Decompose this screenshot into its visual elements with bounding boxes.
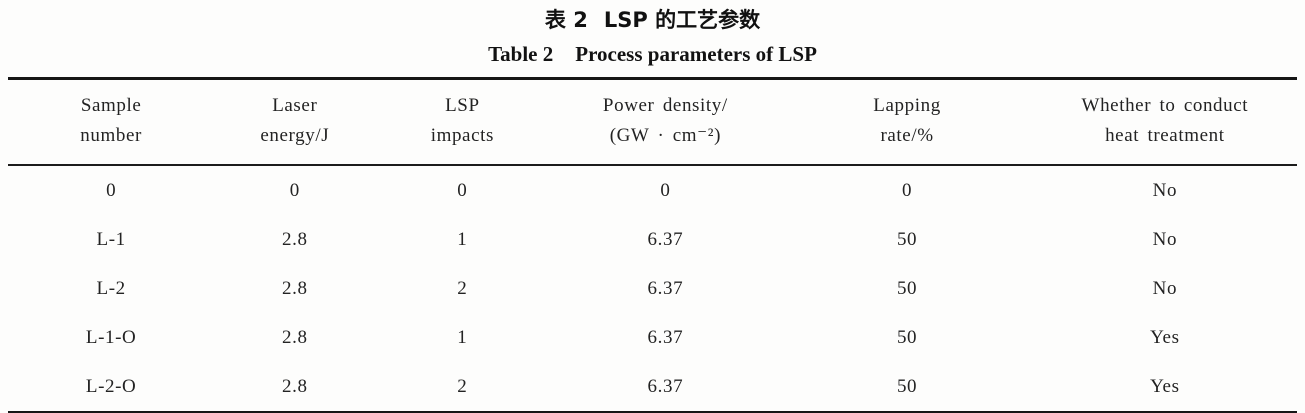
- cell-laser-energy: 2.8: [282, 228, 308, 250]
- process-parameters-table: Sample number Laser energy/J LSP impacts…: [8, 77, 1297, 413]
- cell-lapping-rate: 50: [896, 326, 918, 348]
- cell-lsp-impacts: 2: [457, 375, 468, 397]
- cell-lsp-impacts: 2: [457, 277, 468, 299]
- cell-laser-energy: 2.8: [282, 277, 308, 299]
- header-line-1: Whether to conduct: [1081, 95, 1249, 116]
- cell-power-density: 6.37: [647, 228, 684, 250]
- header-line-1: Power density/: [602, 95, 728, 116]
- cell-lapping-rate: 50: [896, 375, 918, 397]
- header-laser-energy: Laser energy/J: [214, 79, 375, 166]
- cell-laser-energy: 0: [289, 179, 300, 201]
- header-line-2: energy/J: [260, 125, 330, 146]
- cell-power-density: 6.37: [647, 375, 684, 397]
- cell-lsp-impacts: 0: [457, 179, 468, 201]
- table-title-zh: 表 2 LSP 的工艺参数: [0, 0, 1305, 34]
- header-lsp-impacts: LSP impacts: [375, 79, 549, 166]
- table-row-2: L-2 2.8 2 6.37 50 No: [8, 264, 1297, 313]
- cell-heat-treatment: Yes: [1150, 326, 1180, 348]
- cell-power-density: 0: [660, 179, 671, 201]
- cell-sample-number: L-1: [96, 228, 126, 250]
- header-line-1: LSP: [445, 95, 480, 116]
- table-row-1: L-1 2.8 1 6.37 50 No: [8, 215, 1297, 264]
- cell-lapping-rate: 0: [901, 179, 913, 201]
- table-title-en: Table 2 Process parameters of LSP: [0, 41, 1305, 67]
- header-sample-number: Sample number: [8, 79, 214, 166]
- cell-heat-treatment: Yes: [1150, 375, 1180, 397]
- header-heat-treatment: Whether to conduct heat treatment: [1033, 79, 1297, 166]
- header-power-density: Power density/ (GW · cm⁻²): [549, 79, 781, 166]
- table-caption: 表 2 LSP 的工艺参数 Table 2 Process parameters o…: [0, 0, 1305, 67]
- header-line-2: rate/%: [880, 125, 934, 146]
- header-row: Sample number Laser energy/J LSP impacts…: [8, 79, 1297, 166]
- header-line-2: heat treatment: [1105, 125, 1225, 146]
- header-lapping-rate: Lapping rate/%: [781, 79, 1032, 166]
- table-body: 0 0 0 0 0 No L-1 2.8 1 6.37 50 No L-2 2.…: [8, 165, 1297, 413]
- cell-lsp-impacts: 1: [457, 228, 468, 250]
- cell-laser-energy: 2.8: [282, 375, 308, 397]
- table-title-en-label: Table 2: [488, 42, 554, 66]
- header-line-2: (GW · cm⁻²): [609, 125, 722, 146]
- cell-heat-treatment: No: [1152, 228, 1178, 250]
- header-line-2: impacts: [430, 125, 494, 146]
- table-row-4: L-2-O 2.8 2 6.37 50 Yes: [8, 362, 1297, 413]
- cell-lapping-rate: 50: [896, 228, 918, 250]
- cell-heat-treatment: No: [1152, 277, 1178, 299]
- cell-power-density: 6.37: [647, 326, 684, 348]
- cell-lapping-rate: 50: [896, 277, 918, 299]
- cell-sample-number: 0: [106, 179, 117, 201]
- cell-lsp-impacts: 1: [457, 326, 468, 348]
- table-header: Sample number Laser energy/J LSP impacts…: [8, 79, 1297, 166]
- cell-sample-number: L-2: [96, 277, 126, 299]
- table-title-zh-label: 表 2: [544, 8, 588, 32]
- cell-laser-energy: 2.8: [282, 326, 308, 348]
- cell-heat-treatment: No: [1152, 179, 1178, 201]
- cell-power-density: 6.37: [647, 277, 684, 299]
- table-row-0: 0 0 0 0 0 No: [8, 165, 1297, 215]
- cell-sample-number: L-2-O: [85, 375, 137, 397]
- header-line-1: Sample: [80, 95, 142, 116]
- cell-sample-number: L-1-O: [85, 326, 137, 348]
- table-row-3: L-1-O 2.8 1 6.37 50 Yes: [8, 313, 1297, 362]
- table-title-zh-text: LSP 的工艺参数: [603, 8, 761, 32]
- table-title-en-text: Process parameters of LSP: [575, 42, 817, 66]
- header-line-1: Laser: [272, 95, 318, 116]
- header-line-1: Lapping: [873, 95, 941, 116]
- header-line-2: number: [80, 125, 142, 146]
